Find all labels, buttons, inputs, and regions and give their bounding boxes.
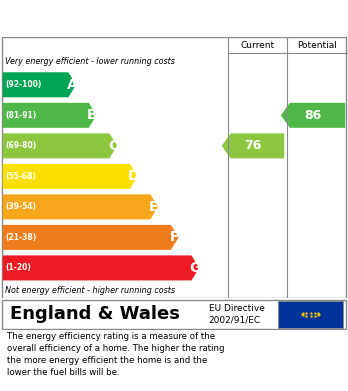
Text: Current: Current (240, 41, 275, 50)
Text: G: G (189, 261, 201, 275)
Text: 76: 76 (244, 139, 262, 152)
Polygon shape (3, 225, 179, 250)
Text: (92-100): (92-100) (5, 80, 42, 89)
Text: Potential: Potential (298, 41, 338, 50)
Text: C: C (108, 139, 118, 153)
Text: EU Directive
2002/91/EC: EU Directive 2002/91/EC (209, 304, 265, 325)
Polygon shape (3, 72, 76, 97)
Polygon shape (3, 103, 96, 128)
Text: (55-68): (55-68) (5, 172, 36, 181)
Text: Energy Efficiency Rating: Energy Efficiency Rating (10, 11, 220, 26)
Text: Not energy efficient - higher running costs: Not energy efficient - higher running co… (5, 286, 175, 295)
Polygon shape (3, 194, 158, 219)
Text: England & Wales: England & Wales (10, 305, 180, 323)
Bar (278, 301, 343, 328)
Text: F: F (170, 230, 179, 244)
Text: Very energy efficient - lower running costs: Very energy efficient - lower running co… (5, 57, 175, 66)
Polygon shape (3, 164, 137, 189)
Text: 86: 86 (304, 109, 322, 122)
Text: A: A (66, 78, 77, 92)
Text: (69-80): (69-80) (5, 141, 37, 150)
Text: The energy efficiency rating is a measure of the
overall efficiency of a home. T: The energy efficiency rating is a measur… (7, 332, 224, 377)
Text: (39-54): (39-54) (5, 203, 36, 212)
Text: (21-38): (21-38) (5, 233, 37, 242)
Text: B: B (87, 108, 98, 122)
Text: E: E (149, 200, 159, 214)
Polygon shape (3, 255, 199, 280)
Text: (1-20): (1-20) (5, 264, 31, 273)
Text: D: D (128, 169, 139, 183)
Polygon shape (3, 133, 117, 158)
Polygon shape (281, 103, 345, 128)
Polygon shape (222, 133, 284, 158)
Text: (81-91): (81-91) (5, 111, 37, 120)
